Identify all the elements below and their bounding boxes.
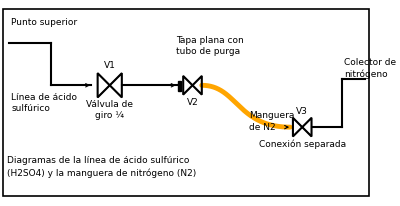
Text: Punto superior: Punto superior	[11, 18, 77, 27]
Text: Válvula de
giro ¼: Válvula de giro ¼	[86, 100, 133, 120]
Text: Línea de ácido
sulfúrico: Línea de ácido sulfúrico	[11, 92, 77, 112]
Text: V1: V1	[104, 61, 116, 70]
Bar	[178, 81, 181, 91]
Text: Tapa plana con
tubo de purga: Tapa plana con tubo de purga	[176, 35, 244, 55]
Text: Diagramas de la línea de ácido sulfúrico
(H2SO4) y la manguera de nitrógeno (N2): Diagramas de la línea de ácido sulfúrico…	[8, 155, 197, 177]
Text: Conexión separada: Conexión separada	[259, 139, 346, 148]
Text: Manguera
de N2: Manguera de N2	[249, 111, 294, 131]
Text: V3: V3	[296, 107, 308, 116]
Text: V2: V2	[187, 98, 198, 107]
Text: Colector de
nitrógeno: Colector de nitrógeno	[344, 58, 396, 79]
